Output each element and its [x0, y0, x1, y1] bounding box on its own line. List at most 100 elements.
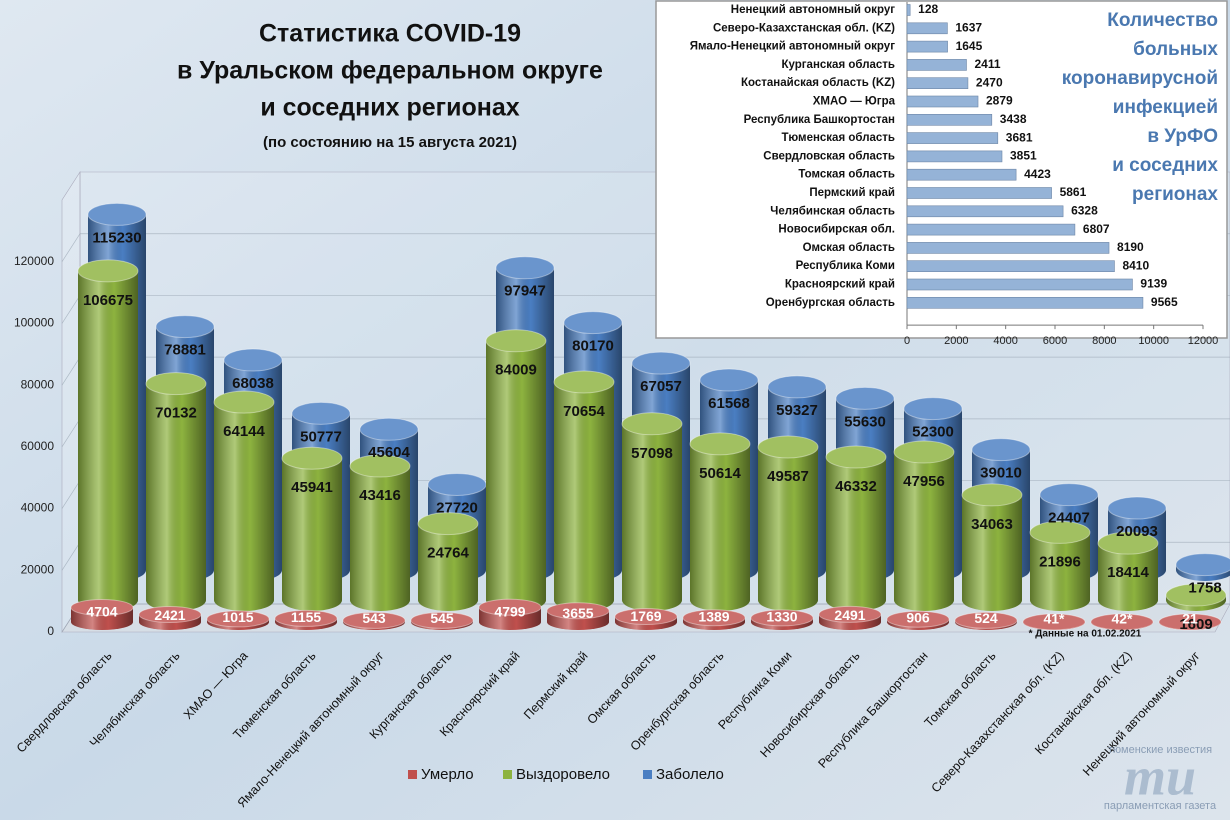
cylinder-shade: [282, 458, 342, 611]
inset-chart: 0 2000 4000 6000 8000 10000 12000 128 Ненецкий а…: [655, 0, 1228, 347]
y-tick-label: 60000: [21, 439, 55, 453]
y-tick-label: 120000: [14, 254, 54, 268]
data-label: 41*: [1043, 611, 1065, 627]
cylinder-top-shine: [1166, 584, 1226, 607]
cylinder-top: [495, 256, 555, 280]
cylinder-top-shine: [554, 370, 614, 393]
data-label: 97947: [504, 283, 546, 300]
y-tick-label: 40000: [21, 501, 55, 515]
cylinder-top-shine: [88, 203, 146, 226]
bar: [906, 114, 993, 126]
cylinder-top: [1107, 496, 1167, 520]
data-label: 1769: [630, 608, 661, 624]
cylinder-shade: [962, 494, 1022, 611]
cylinder-top-shine: [819, 606, 881, 623]
data-label: 4423: [1024, 167, 1051, 181]
logo-top: тюменские известия: [1108, 744, 1212, 756]
cylinder-top: [818, 605, 882, 623]
data-label: 67057: [640, 378, 682, 395]
cylinder-top: [886, 610, 950, 628]
y-tick-label: ХМАО — Югра: [813, 96, 896, 108]
bar: [906, 205, 1064, 218]
cylinder-top: [77, 259, 139, 283]
data-label: 24764: [427, 545, 469, 562]
cylinder-top: [699, 368, 759, 392]
legend-label: Выздоровело: [516, 766, 610, 783]
y-tick-label: 80000: [21, 377, 55, 391]
cylinder-shade: [214, 402, 274, 611]
cylinder-top: [614, 608, 678, 626]
bar: [906, 260, 1115, 273]
y-tick-label: 0: [47, 624, 54, 638]
data-label: 1389: [698, 609, 729, 625]
data-label: 78881: [164, 342, 206, 359]
cylinder-top-shine: [1098, 532, 1158, 555]
data-label: 47956: [903, 473, 945, 490]
cylinder-shade: [554, 381, 614, 611]
data-label: 1155: [291, 609, 322, 625]
data-label: 4704: [86, 603, 117, 619]
cylinder-top: [417, 512, 479, 536]
cylinder-top-shine: [836, 387, 894, 410]
bar: [906, 4, 911, 16]
y-tick-label: Северо-Казахстанская обл. (KZ): [713, 22, 895, 34]
x-tick-label: 6000: [1043, 335, 1067, 347]
cylinder-top: [410, 611, 474, 629]
cylinder-top-shine: [139, 606, 201, 623]
data-label: 2879: [986, 94, 1013, 108]
cylinder-top: [478, 598, 542, 616]
logo-mark: ти: [1124, 746, 1196, 806]
bar: [906, 168, 1017, 181]
data-label: 5861: [1060, 185, 1087, 199]
cylinder-top-shine: [350, 455, 410, 478]
data-label: 3851: [1010, 149, 1037, 163]
x-tick-label: 8000: [1092, 335, 1116, 347]
cylinder-shade: [1098, 543, 1158, 611]
x-tick-label: 0: [904, 335, 910, 347]
data-label: 21896: [1039, 553, 1081, 570]
cylinder-top: [767, 375, 827, 399]
data-label: 45941: [291, 479, 333, 496]
data-label: 70132: [155, 405, 197, 422]
cylinder-shade: [894, 452, 954, 611]
data-label: 64144: [223, 423, 265, 440]
chart-title: инфекцией: [1113, 97, 1218, 118]
cylinder-top-shine: [758, 435, 818, 458]
cylinder-top: [145, 372, 207, 396]
legend-swatch: [408, 770, 417, 779]
cylinder-top-shine: [411, 612, 473, 629]
bar: [906, 40, 948, 53]
cylinder-top: [835, 386, 895, 410]
cylinder-top-shine: [275, 610, 337, 627]
cylinder-top-shine: [972, 438, 1030, 461]
chart-subtitle: (по состоянию на 15 августа 2021): [263, 134, 517, 151]
cylinder-top-shine: [292, 402, 350, 425]
bar: [906, 95, 979, 108]
cylinder-top-shine: [282, 447, 342, 470]
cylinder-top-shine: [207, 610, 269, 627]
cylinder-top: [1097, 531, 1159, 555]
cylinder-top-shine: [214, 391, 274, 414]
cylinder-top-shine: [78, 259, 138, 282]
y-tick-label: Ненецкий автономный округ: [731, 4, 895, 16]
data-label: 2491: [834, 607, 865, 623]
cylinder-top: [757, 435, 819, 459]
cylinder-top-shine: [146, 372, 206, 395]
data-label: 115230: [92, 229, 141, 246]
cylinder-top-shine: [496, 256, 554, 279]
data-label: 543: [362, 610, 386, 626]
data-label: 6807: [1083, 222, 1110, 236]
cylinder-top-shine: [1040, 483, 1098, 506]
bar: [906, 242, 1110, 254]
cylinder-shade: [690, 443, 750, 611]
cylinder-top: [281, 446, 343, 470]
data-label: 34063: [971, 516, 1013, 533]
data-label: 524: [974, 610, 998, 626]
cylinder-top: [546, 602, 610, 620]
data-label: 68038: [232, 375, 274, 392]
chart-title: Количество: [1107, 10, 1218, 31]
cylinder-top: [87, 202, 147, 226]
data-label: 6328: [1071, 203, 1098, 217]
x-tick-label: 2000: [944, 335, 968, 347]
